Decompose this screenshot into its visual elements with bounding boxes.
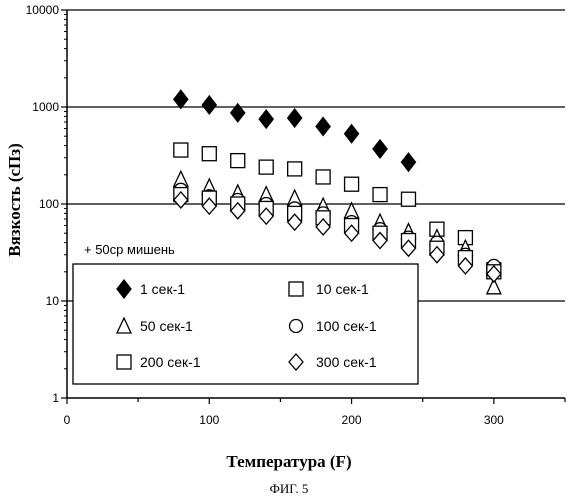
y-axis-title: Вязкость (сПз) (5, 143, 24, 257)
y-tick-label: 10 (46, 294, 60, 308)
y-tick-label: 1000 (32, 100, 59, 114)
legend-entry: 300 сек-1 (316, 354, 377, 370)
legend-entry: 50 сек-1 (140, 318, 193, 334)
legend-marker (117, 355, 131, 369)
legend-entry: 100 сек-1 (316, 318, 377, 334)
data-point (345, 125, 359, 143)
data-point (174, 143, 188, 157)
y-tick-label: 1 (52, 391, 59, 405)
legend-marker (290, 320, 303, 333)
y-tick-label: 10000 (26, 3, 60, 17)
grid-lines (67, 10, 565, 301)
data-point (373, 140, 387, 158)
x-tick-label: 300 (484, 413, 504, 427)
legend: + 50ср мишень 1 сек-1 10 сек-1 50 сек-1 100 … (73, 242, 418, 384)
data-point (373, 188, 387, 202)
data-point (288, 162, 302, 176)
x-tick-label: 200 (342, 413, 362, 427)
data-point (202, 147, 216, 161)
data-point (316, 170, 330, 184)
legend-marker (289, 282, 303, 296)
data-point (288, 109, 302, 127)
data-point (401, 192, 415, 206)
data-point (174, 90, 188, 108)
data-point (202, 96, 216, 114)
legend-entry: 1 сек-1 (140, 281, 185, 297)
legend-entry: 200 сек-1 (140, 354, 201, 370)
data-point (231, 154, 245, 168)
y-tick-label: 100 (39, 197, 59, 211)
x-tick-label: 0 (64, 413, 71, 427)
data-point (401, 153, 415, 171)
data-point (345, 177, 359, 191)
legend-entry: 10 сек-1 (316, 281, 369, 297)
data-point (259, 110, 273, 128)
x-tick-label: 100 (199, 413, 219, 427)
data-points (174, 90, 501, 294)
x-axis-title: Температура (F) (226, 452, 351, 471)
legend-title: + 50ср мишень (84, 242, 175, 257)
data-point (259, 160, 273, 174)
figure-caption: ФИГ. 5 (270, 481, 309, 496)
data-point (316, 117, 330, 135)
